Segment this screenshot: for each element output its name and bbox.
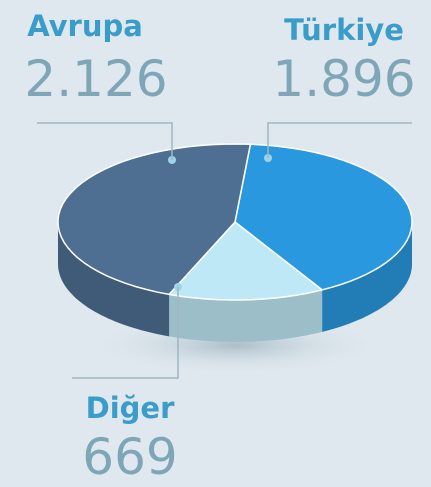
slice-side <box>169 289 323 342</box>
slice <box>234 143 413 291</box>
label-name: Diğer <box>86 391 175 425</box>
label-value: 1.896 <box>272 50 415 108</box>
label-name: Avrupa <box>27 9 143 43</box>
label-name: Türkiye <box>284 13 404 47</box>
slice-side <box>322 222 412 332</box>
label-value: 2.126 <box>24 50 167 108</box>
label-value: 669 <box>82 428 177 486</box>
slice <box>168 221 323 301</box>
leader-line <box>37 122 173 160</box>
slice-side-shade <box>169 289 323 342</box>
slice-side-shade <box>322 222 412 332</box>
slice <box>57 143 252 296</box>
leader-line <box>267 122 412 158</box>
leader-line <box>72 287 179 379</box>
pie <box>57 143 413 342</box>
